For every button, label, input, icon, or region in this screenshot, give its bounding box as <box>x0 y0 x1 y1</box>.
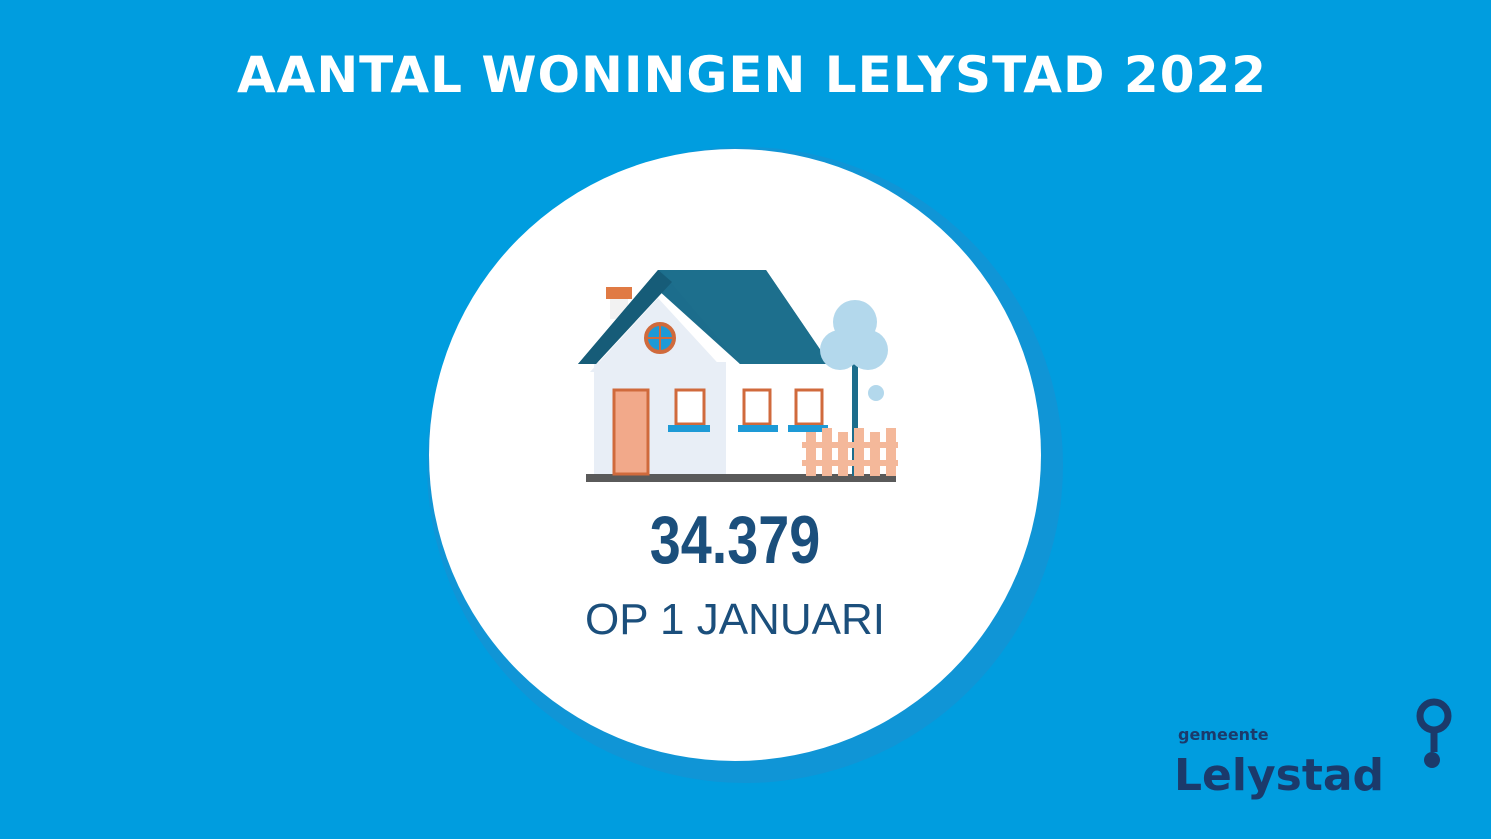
logo: gemeente Lelystad <box>1174 698 1452 801</box>
logo-small: gemeente <box>1178 725 1269 744</box>
title: AANTAL WONINGEN LELYSTAD 2022 <box>237 46 1267 104</box>
stat-value: 34.379 <box>650 503 821 578</box>
house-illustration <box>578 270 898 482</box>
logo-large: Lelystad <box>1174 750 1384 801</box>
stat-caption: OP 1 JANUARI <box>585 595 885 644</box>
